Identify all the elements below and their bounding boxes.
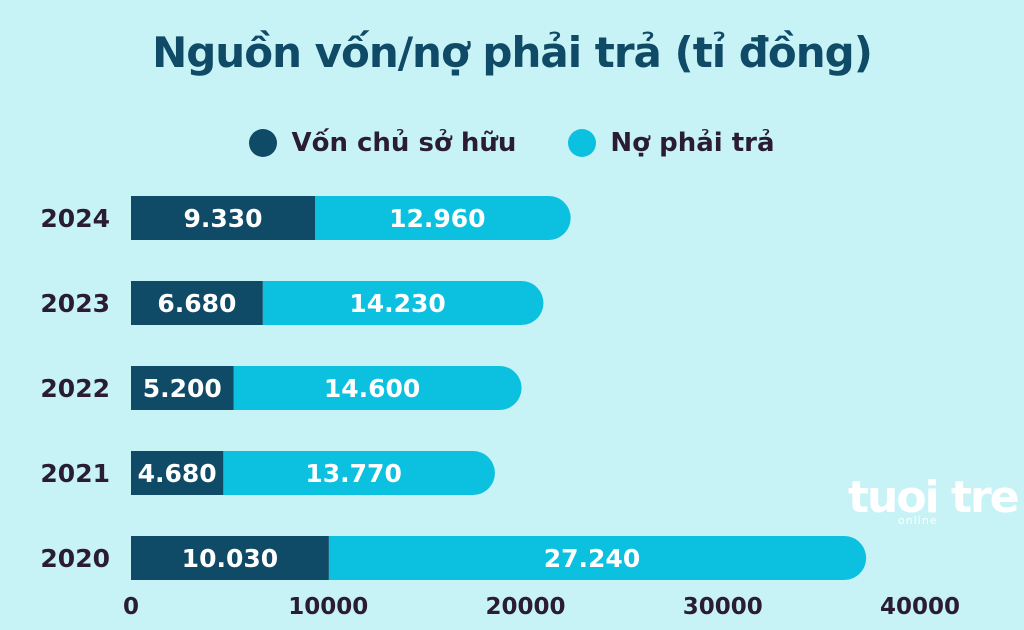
legend-swatch-debt xyxy=(568,129,597,157)
x-tick-label-40000: 40000 xyxy=(880,594,960,620)
data-label-debt-2023: 14.230 xyxy=(349,289,445,318)
bar-debt-2021 xyxy=(223,451,495,495)
category-label-2024: 2024 xyxy=(40,204,110,233)
category-label-2021: 2021 xyxy=(40,459,110,488)
bar-equity-2023 xyxy=(131,281,263,325)
data-label-equity-2024: 9.330 xyxy=(183,204,262,233)
bar-debt-2020 xyxy=(328,536,867,580)
data-label-equity-2023: 6.680 xyxy=(157,289,236,318)
watermark-logo-sub: online xyxy=(898,514,938,527)
legend-swatch-equity xyxy=(249,129,278,157)
data-label-equity-2021: 4.680 xyxy=(138,459,217,488)
chart-title: Nguồn vốn/nợ phải trả (tỉ đồng) xyxy=(152,28,873,77)
x-tick-label-20000: 20000 xyxy=(485,594,565,620)
watermark-logo: tuoi tre xyxy=(848,472,1020,523)
data-label-equity-2022: 5.200 xyxy=(143,374,222,403)
data-label-debt-2020: 27.240 xyxy=(544,544,640,573)
data-label-debt-2024: 12.960 xyxy=(389,204,485,233)
legend: Vốn chủ sở hữu Nợ phải trả xyxy=(0,128,1024,158)
legend-label-equity: Vốn chủ sở hữu xyxy=(291,128,517,158)
bar-debt-2023 xyxy=(262,281,544,325)
legend-item-debt: Nợ phải trả xyxy=(568,128,775,158)
bar-equity-2021 xyxy=(131,451,224,495)
bar-debt-2022 xyxy=(233,366,522,410)
data-label-debt-2022: 14.600 xyxy=(324,374,420,403)
x-tick-label-10000: 10000 xyxy=(288,594,368,620)
x-tick-label-0: 0 xyxy=(123,594,139,620)
category-label-2023: 2023 xyxy=(40,289,110,318)
bar-equity-2024 xyxy=(131,196,316,240)
category-label-2020: 2020 xyxy=(40,544,110,573)
category-label-2022: 2022 xyxy=(40,374,110,403)
x-tick-label-30000: 30000 xyxy=(683,594,763,620)
bar-equity-2022 xyxy=(131,366,234,410)
bar-equity-2020 xyxy=(131,536,329,580)
legend-item-equity: Vốn chủ sở hữu xyxy=(249,128,516,158)
legend-label-debt: Nợ phải trả xyxy=(610,128,775,158)
data-label-equity-2020: 10.030 xyxy=(182,544,278,573)
bar-debt-2024 xyxy=(315,196,571,240)
data-label-debt-2021: 13.770 xyxy=(305,459,401,488)
